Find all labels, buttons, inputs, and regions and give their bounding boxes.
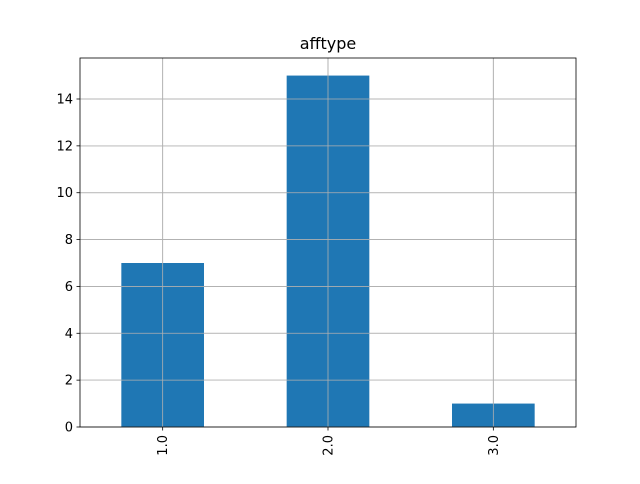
y-tick-label: 0 bbox=[65, 421, 73, 436]
axes: 0 2 4 6 8 10 12 14 1.0 2.0 3.0 bbox=[56, 57, 577, 456]
x-tick-label: 2.0 bbox=[322, 435, 337, 456]
x-tick-label: 3.0 bbox=[487, 435, 502, 456]
y-tick-label: 2 bbox=[65, 374, 73, 389]
y-tick-label: 12 bbox=[56, 139, 73, 154]
y-tick-label: 4 bbox=[65, 327, 73, 342]
plot-frame bbox=[79, 57, 577, 428]
y-tick-label: 8 bbox=[65, 233, 73, 248]
y-tick-label: 14 bbox=[56, 93, 73, 108]
y-tick-label: 6 bbox=[65, 280, 73, 295]
chart-title: afftype bbox=[300, 34, 357, 53]
x-tick-label: 1.0 bbox=[156, 435, 171, 456]
y-tick-label: 10 bbox=[56, 186, 73, 201]
